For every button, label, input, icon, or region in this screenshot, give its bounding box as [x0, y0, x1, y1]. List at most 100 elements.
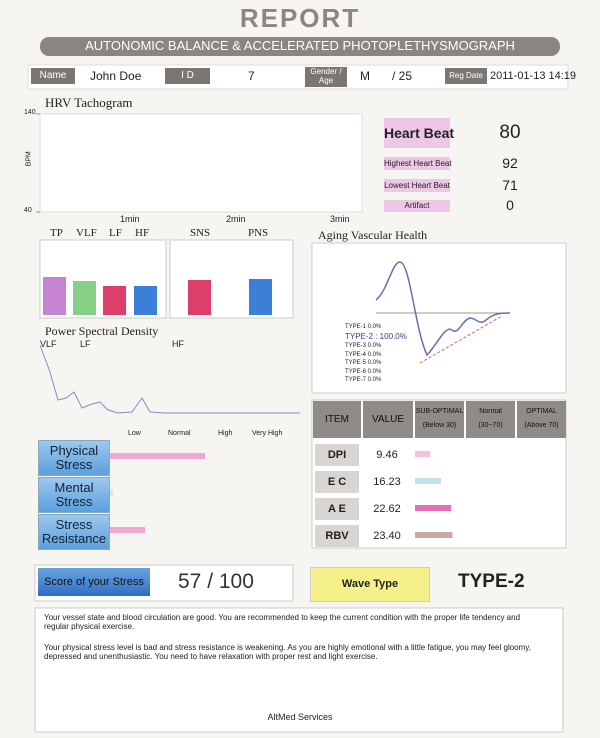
panel-title: Power Spectral Density: [45, 324, 159, 338]
comment-frame: [34, 607, 564, 733]
stress-bar: [110, 453, 205, 459]
label: I D: [165, 68, 210, 84]
bar-label: PNS: [248, 227, 269, 239]
value: 16.23: [373, 476, 401, 488]
comment: Your physical stress level is bad and st…: [44, 643, 531, 661]
bar: [43, 277, 66, 315]
item: E C: [327, 476, 347, 488]
header-cell: [363, 401, 413, 438]
type-line: TYPE-7 0.0%: [345, 377, 382, 383]
value: / 25: [392, 69, 413, 83]
item: RBV: [325, 530, 349, 542]
band-label: HF: [172, 339, 184, 349]
type-line: TYPE-1 0.0%: [345, 324, 382, 330]
bar: [249, 279, 272, 315]
label: Gender / Age: [305, 67, 347, 87]
axis-label: BPM: [25, 151, 33, 167]
stress-bar: [110, 490, 113, 496]
comment: Your vessel state and blood circulation …: [44, 613, 521, 631]
x-label: 1min: [120, 214, 140, 224]
header-cell: [466, 401, 515, 438]
type-line: TYPE-6 0.0%: [345, 368, 382, 375]
bar-label: LF: [109, 227, 122, 239]
metric-label: Heart Beat: [384, 118, 454, 148]
type-line: TYPE-5 0.0%: [345, 360, 382, 366]
item: DPI: [327, 449, 347, 461]
header-text: SUB-OPTIMAL: [415, 408, 464, 415]
y-tick-label: 40: [24, 207, 32, 214]
subtitle-bar: [40, 37, 560, 56]
item-cell: [315, 525, 359, 547]
header-text: ITEM: [325, 414, 349, 425]
item-cell: [315, 444, 359, 466]
label: Name: [31, 68, 75, 84]
aging-panel: [311, 242, 567, 394]
x-label: 3min: [330, 214, 350, 224]
value: John Doe: [90, 69, 142, 83]
x-label: 2min: [226, 214, 246, 224]
value-bar: [415, 478, 441, 484]
bar: [134, 286, 157, 315]
bar-label: VLF: [76, 227, 97, 239]
type-line: TYPE-3 0.0%: [345, 343, 382, 349]
panel-title: HRV Tachogram: [45, 95, 133, 110]
header-text: VALUE: [371, 414, 405, 425]
trend-line: [419, 315, 503, 364]
value: 23.40: [373, 530, 401, 542]
metric-value: 0: [506, 197, 514, 213]
psd-curve: [39, 344, 300, 414]
header-cell: [313, 401, 361, 438]
metric-label: Lowest Heart Beat: [384, 179, 450, 192]
header-text: (Above 70): [524, 422, 559, 429]
x-label: Very High: [252, 430, 283, 437]
stress-label: Stress Resistance: [38, 514, 110, 550]
header-cell: [415, 401, 464, 438]
bar: [73, 281, 96, 315]
bar-label: TP: [50, 227, 63, 239]
value: 22.62: [373, 503, 401, 515]
item-cell: [315, 471, 359, 493]
band-label: VLF: [40, 339, 57, 349]
item-cell: [315, 498, 359, 520]
metric-label: Artifact: [384, 200, 450, 212]
wave-value: TYPE-2: [458, 571, 525, 592]
score-label: Score of your Stress: [38, 568, 150, 596]
metric-label: Highest Heart Beat: [384, 157, 452, 170]
value-bar: [415, 505, 452, 511]
type-line: TYPE-4 0.0%: [345, 351, 382, 358]
metric-value: 71: [502, 176, 518, 193]
value: 7: [248, 69, 255, 83]
header-text: (30~70): [478, 422, 503, 429]
subtitle: AUTONOMIC BALANCE & ACCELERATED PHOTOPLE…: [85, 38, 515, 53]
panel-title: Aging Vascular Health: [318, 228, 428, 242]
value: 2011-01-13 14:19: [490, 70, 577, 82]
bar: [103, 286, 126, 315]
stress-label: Physical Stress: [38, 440, 110, 476]
footer: AltMed Services: [267, 712, 333, 722]
item: A E: [328, 503, 346, 515]
stress-bar: [110, 527, 145, 533]
header-text: OPTIMAL: [526, 408, 557, 415]
value-bar: [415, 451, 431, 457]
x-label: Normal: [168, 430, 191, 437]
metric-value: 92: [502, 154, 518, 171]
bar: [188, 280, 211, 315]
metric-value: 80: [499, 121, 521, 143]
header-text: (Below 30): [422, 422, 457, 429]
label: Reg Date: [445, 68, 487, 84]
hrv-panel: [39, 113, 363, 213]
wave-label: Wave Type: [310, 567, 430, 602]
type-line: TYPE-2 : 100.0%: [345, 331, 407, 341]
value-bar: [415, 532, 453, 538]
bar-label: SNS: [190, 227, 211, 239]
score-value: 57 / 100: [178, 570, 254, 593]
title: REPORT: [239, 3, 361, 33]
header-cell: [517, 401, 566, 438]
value: M: [360, 69, 370, 83]
band-label: LF: [80, 339, 91, 349]
x-label: Low: [128, 430, 141, 437]
header-text: Normal: [479, 408, 502, 415]
bar-label: HF: [135, 227, 150, 239]
